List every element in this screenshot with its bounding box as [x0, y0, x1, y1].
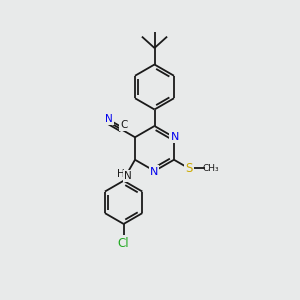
Text: N: N [170, 132, 179, 142]
Text: C: C [120, 120, 127, 130]
Text: N: N [150, 167, 158, 177]
Text: CH₃: CH₃ [203, 164, 220, 173]
Text: Cl: Cl [118, 237, 129, 250]
Text: N: N [124, 171, 132, 181]
Text: H: H [117, 169, 124, 178]
Text: S: S [185, 162, 193, 175]
Text: N: N [105, 113, 113, 124]
